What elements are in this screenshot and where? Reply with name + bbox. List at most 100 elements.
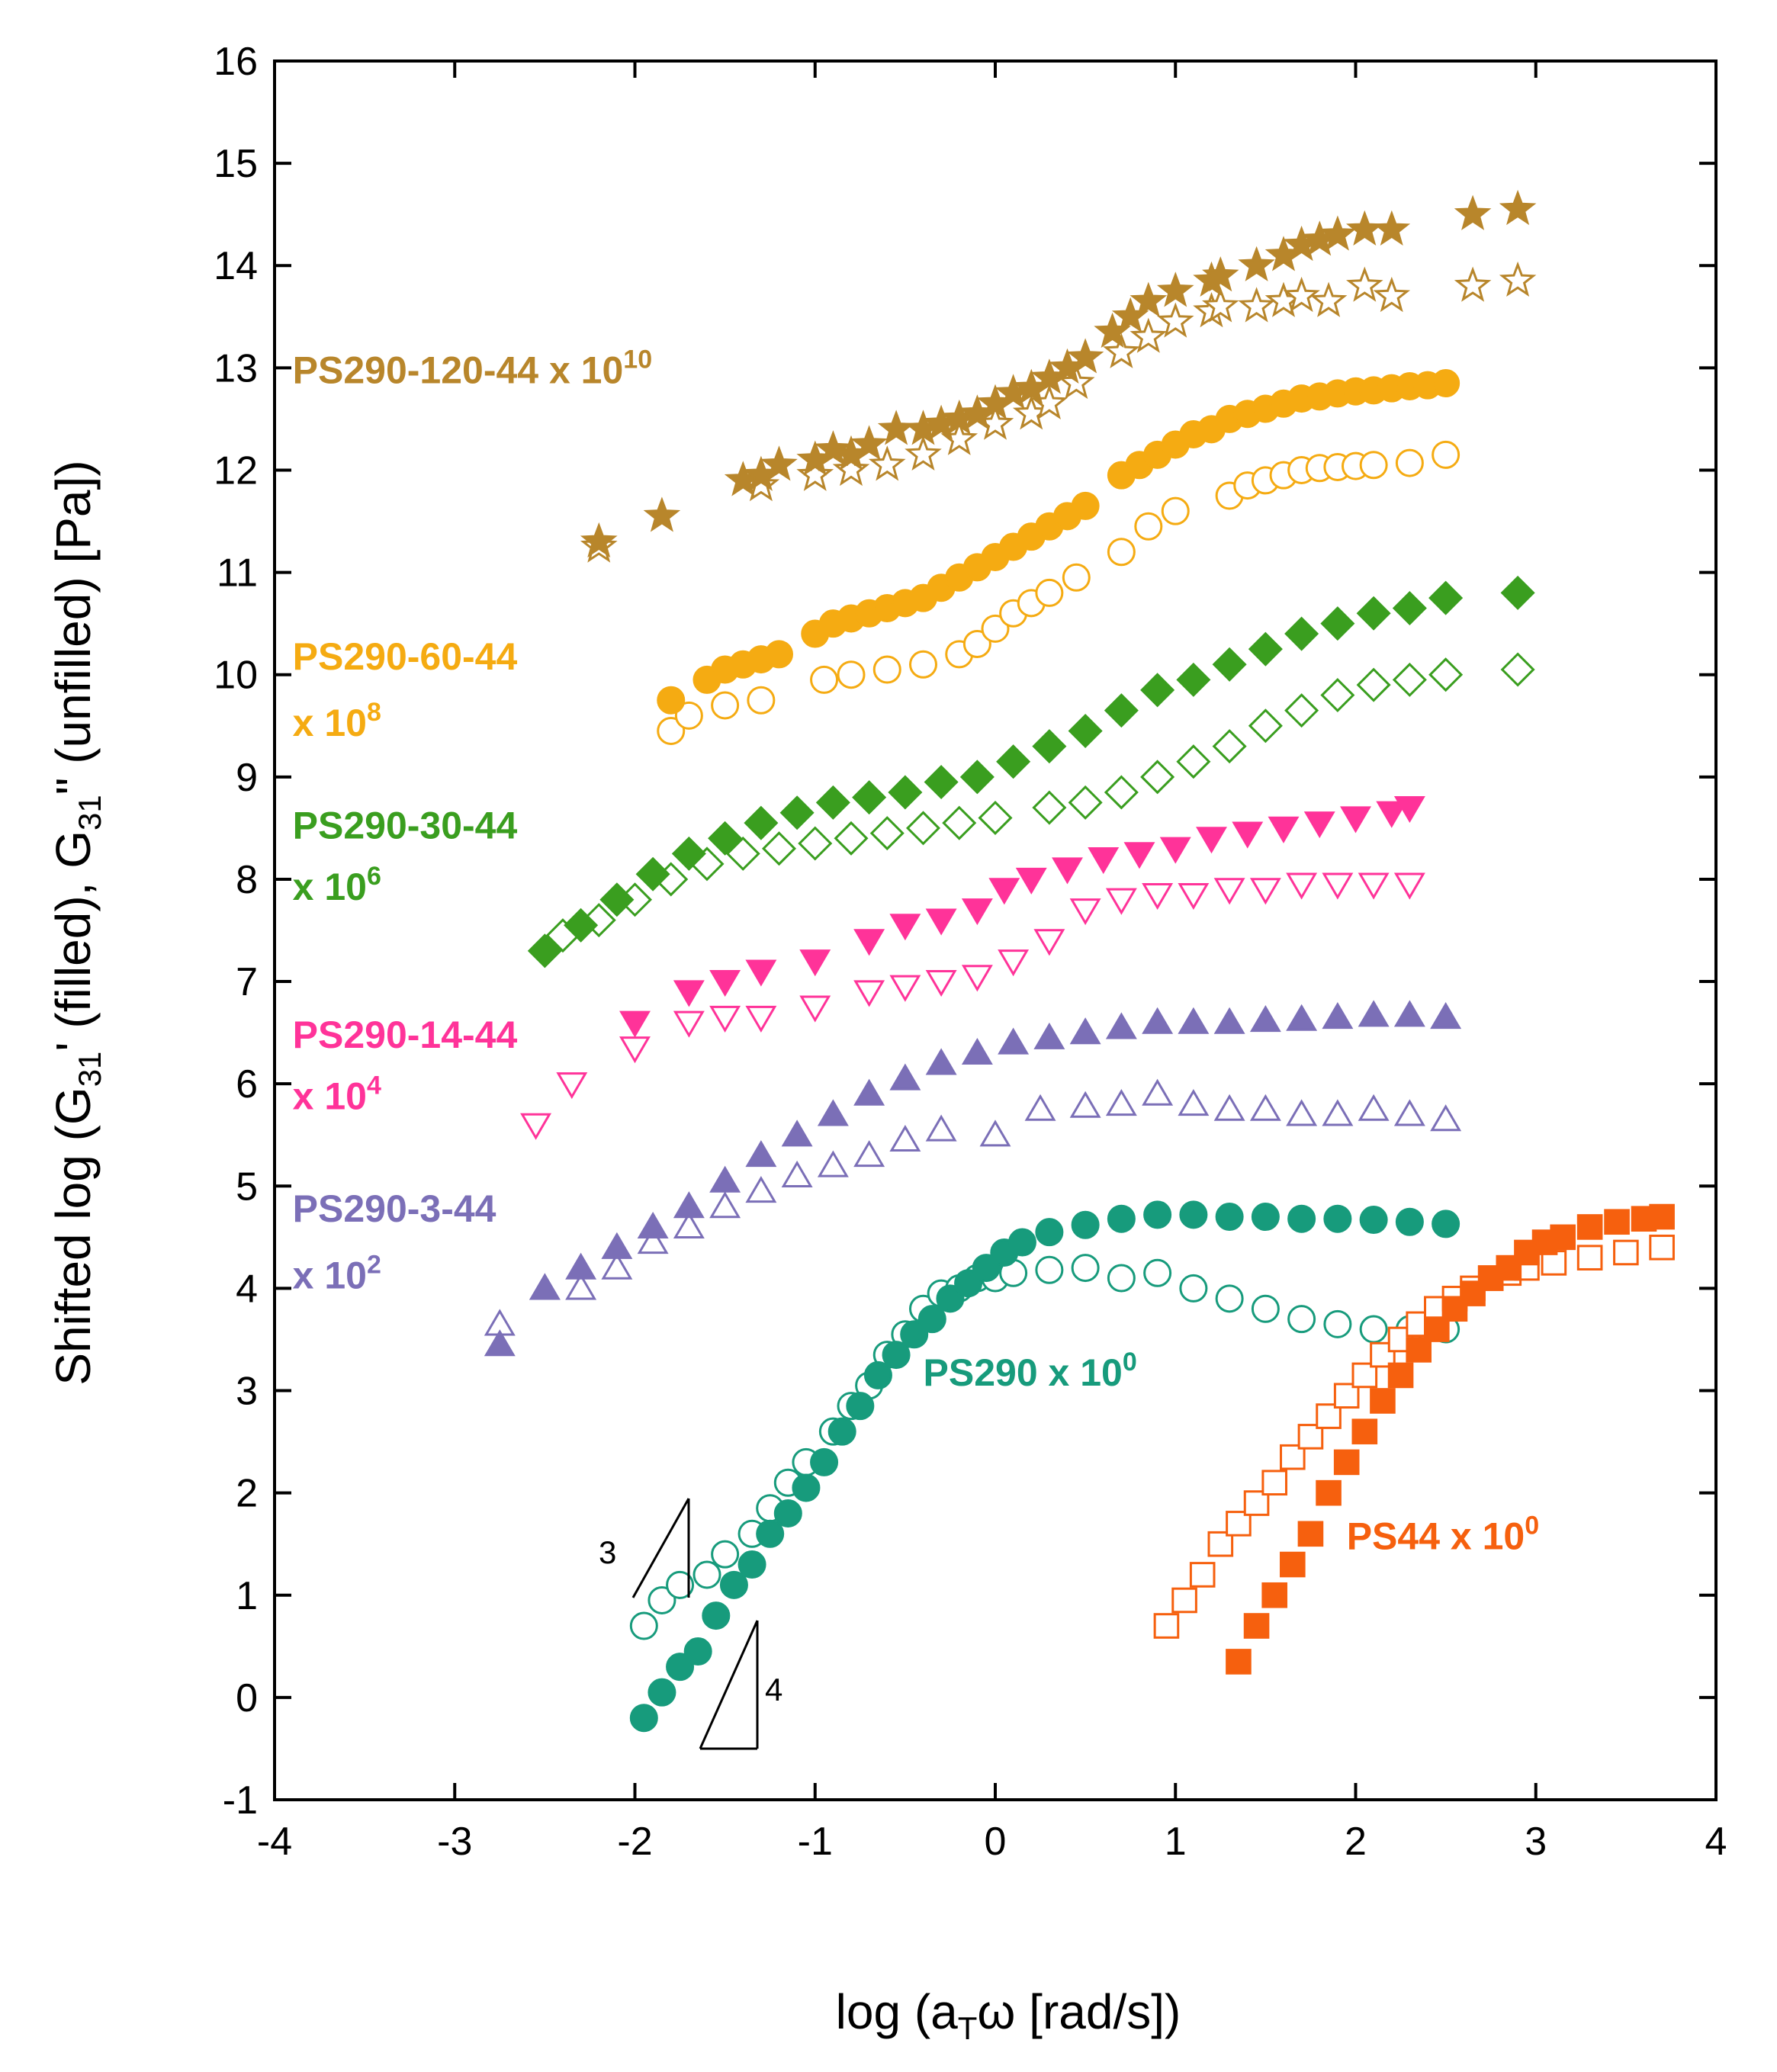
point-filled xyxy=(1226,1649,1252,1675)
y-tick-label: 0 xyxy=(236,1676,258,1720)
point-filled xyxy=(1424,1316,1450,1342)
x-tick-label: 1 xyxy=(1165,1820,1187,1864)
point-open xyxy=(1071,1254,1100,1283)
point-filled xyxy=(737,1550,766,1579)
y-tick-label: -1 xyxy=(223,1778,258,1823)
point-filled xyxy=(850,425,888,461)
series-label-ps290-120-44: PS290-120-44 x 1010 xyxy=(293,345,653,391)
point-filled xyxy=(1071,491,1100,520)
point-open xyxy=(868,445,906,481)
point-open xyxy=(1286,1099,1318,1126)
point-filled xyxy=(765,640,793,669)
point-filled xyxy=(1088,847,1120,875)
series-label-ps290-14-44: PS290-14-44 xyxy=(293,1014,518,1056)
point-filled xyxy=(756,1519,785,1548)
point-filled xyxy=(760,445,798,481)
point-filled xyxy=(683,1637,712,1666)
point-open xyxy=(1153,1613,1180,1639)
point-filled xyxy=(877,410,915,445)
point-filled xyxy=(1268,816,1300,843)
point-filled xyxy=(1142,1007,1174,1034)
point-filled xyxy=(1319,215,1357,251)
point-filled xyxy=(852,780,887,815)
point-open xyxy=(817,1150,849,1177)
series-label-text: x 10 xyxy=(293,1075,367,1118)
point-filled xyxy=(1373,210,1411,246)
point-open xyxy=(979,1120,1011,1147)
point-filled xyxy=(601,1232,633,1259)
y-axis-title: Shifted log (G31' (filled), G31" (unfill… xyxy=(46,460,108,1385)
point-filled xyxy=(996,744,1031,779)
point-open xyxy=(1035,578,1064,607)
point-filled xyxy=(853,929,885,956)
point-filled xyxy=(1105,1012,1137,1039)
y-tick-label: 1 xyxy=(236,1574,258,1618)
point-open xyxy=(1395,448,1424,477)
point-open xyxy=(1107,538,1136,567)
point-filled xyxy=(1358,1000,1390,1027)
slope-3-label: 3 xyxy=(599,1534,616,1570)
point-open xyxy=(798,826,833,861)
point-open xyxy=(520,1113,552,1140)
point-filled xyxy=(619,1010,651,1038)
point-open xyxy=(1392,662,1427,697)
point-filled xyxy=(988,878,1020,905)
y-title-p2: ' (filled), G xyxy=(46,830,101,1052)
point-filled xyxy=(1123,842,1155,869)
point-filled xyxy=(936,1284,965,1313)
point-filled xyxy=(1052,857,1083,885)
point-filled xyxy=(745,959,777,987)
series-label-text: PS290 x 10 xyxy=(924,1351,1123,1394)
series-label-exponent: 10 xyxy=(623,345,652,374)
point-filled xyxy=(745,1140,777,1168)
point-open xyxy=(1500,652,1535,687)
point-open xyxy=(1393,1099,1425,1126)
point-filled xyxy=(961,898,993,926)
point-open xyxy=(781,1160,813,1187)
point-filled xyxy=(1432,368,1460,397)
axis-titles: log (aTω [rad/s]) Shifted log (G31' (fil… xyxy=(46,460,1181,2046)
point-open xyxy=(981,614,1010,643)
point-filled xyxy=(564,908,599,943)
series-ps44 xyxy=(1153,1203,1675,1675)
point-open xyxy=(629,1611,658,1640)
series-ps290-3-44 xyxy=(484,1000,1462,1357)
point-open xyxy=(1373,276,1411,313)
point-filled xyxy=(1286,1004,1318,1031)
y-tick-label: 8 xyxy=(236,858,258,902)
point-open xyxy=(962,629,991,658)
series-label-exponent: 0 xyxy=(1123,1348,1137,1377)
point-filled xyxy=(599,882,635,917)
point-open xyxy=(810,665,839,694)
point-filled xyxy=(673,980,705,1007)
point-filled xyxy=(889,914,921,941)
point-filled xyxy=(643,496,681,532)
point-filled xyxy=(853,1078,885,1106)
point-filled xyxy=(671,836,706,871)
point-open xyxy=(961,965,993,992)
point-filled xyxy=(637,1211,669,1239)
x-tick-label: -2 xyxy=(617,1820,652,1864)
x-tick-label: 0 xyxy=(985,1820,1007,1864)
point-open xyxy=(1283,276,1320,313)
point-filled xyxy=(1140,673,1175,708)
series-label-text: x 10 xyxy=(293,1254,367,1296)
point-open xyxy=(1032,790,1067,825)
point-open xyxy=(1287,1305,1316,1334)
point-open xyxy=(889,975,921,1002)
point-filled xyxy=(1143,1200,1172,1229)
point-filled xyxy=(1066,338,1104,374)
point-filled xyxy=(1071,1210,1100,1239)
point-filled xyxy=(1430,1002,1462,1030)
point-open xyxy=(832,450,870,487)
point-open xyxy=(1130,317,1168,353)
point-filled xyxy=(1035,1218,1064,1247)
point-open xyxy=(925,969,957,997)
point-filled xyxy=(1550,1224,1576,1251)
x-tick-label: 2 xyxy=(1345,1820,1367,1864)
point-filled xyxy=(1232,821,1264,849)
series-label-text: PS290-60-44 xyxy=(293,635,518,678)
point-open xyxy=(799,995,831,1023)
point-open xyxy=(889,1124,921,1152)
y-tick-label: 2 xyxy=(236,1472,258,1516)
